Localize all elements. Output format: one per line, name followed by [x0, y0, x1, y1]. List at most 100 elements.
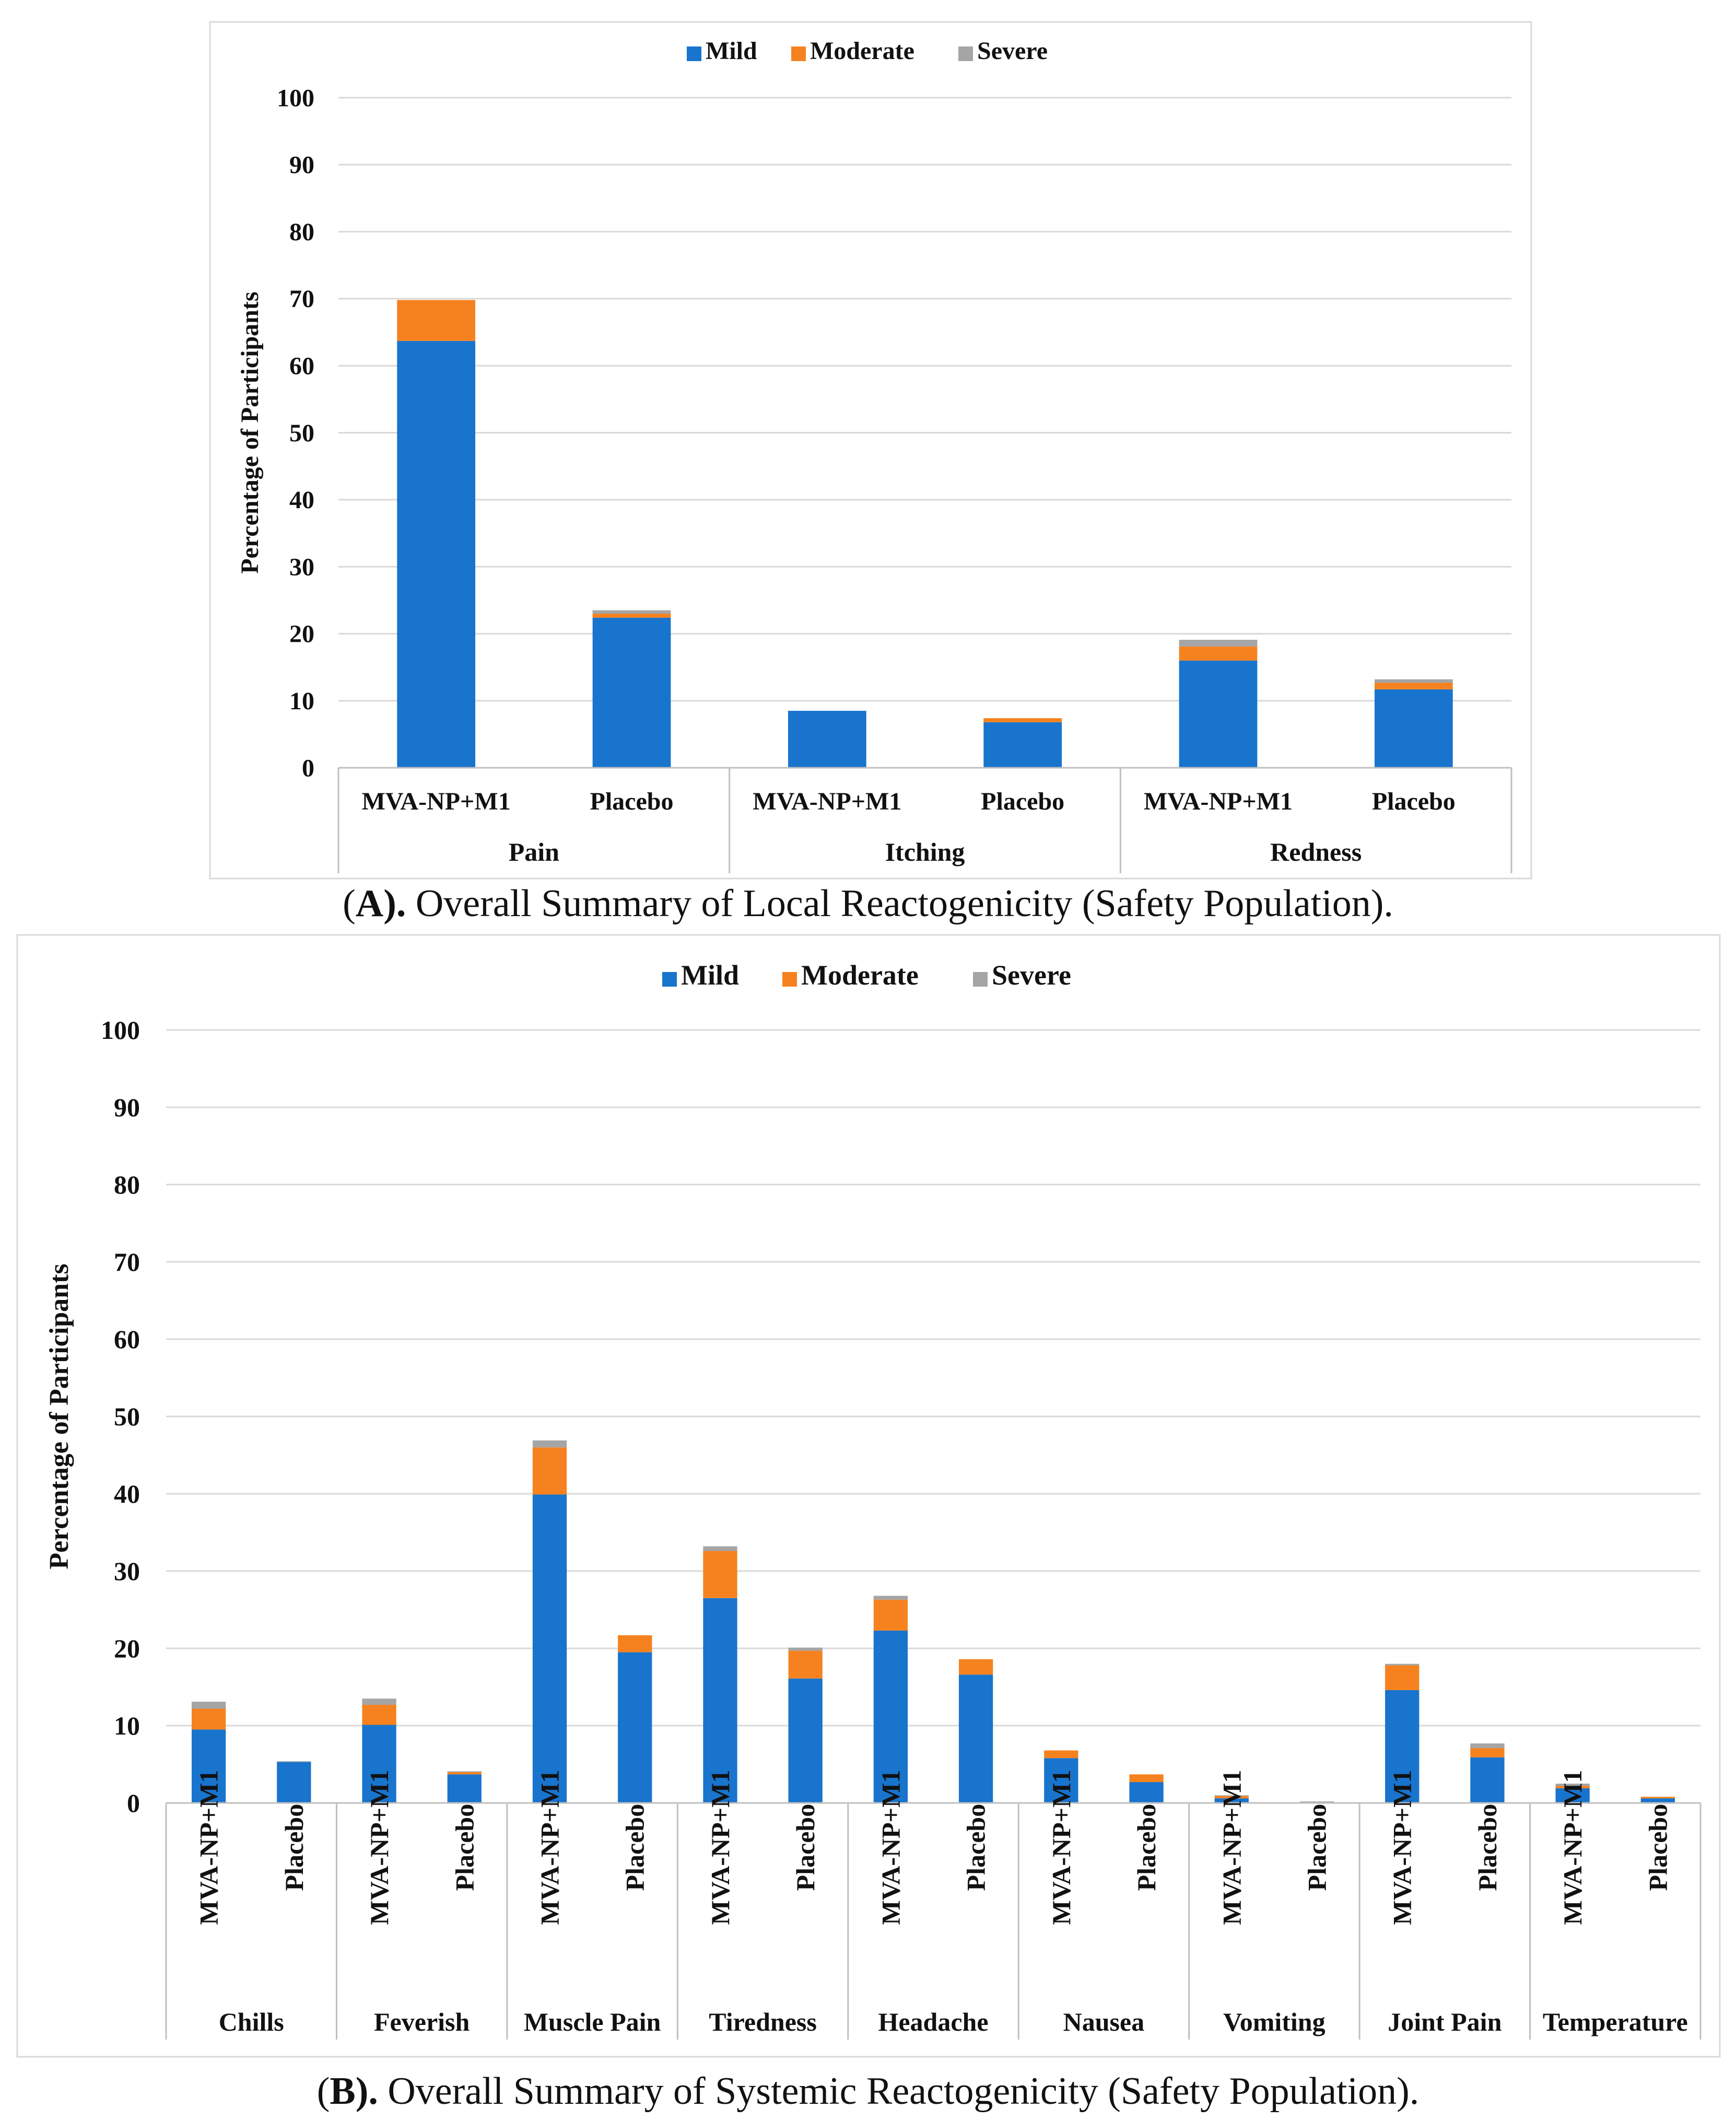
bar-mild-12	[1214, 1798, 1249, 1803]
bar-severe-16	[1555, 1784, 1590, 1786]
y-tick-label: 0	[127, 1788, 140, 1818]
legend-swatch-mild	[687, 46, 701, 61]
panel-b-frame	[16, 934, 1721, 2058]
y-tick-label: 60	[114, 1325, 140, 1354]
legend-label-severe: Severe	[992, 959, 1071, 991]
bar-severe-8	[873, 1596, 908, 1600]
y-tick-label: 30	[289, 553, 314, 581]
x-category-label: Placebo	[590, 788, 674, 815]
bar-mild-8	[873, 1630, 908, 1803]
x-category-label: MVA-NP+M1	[1144, 788, 1293, 815]
y-tick-label: 100	[277, 84, 314, 112]
bar-severe-15	[1470, 1743, 1505, 1748]
bar-mild-9	[958, 1674, 993, 1803]
x-category-label: MVA-NP+M1	[362, 788, 511, 815]
x-category-label: MVA-NP+M1	[535, 1770, 565, 1925]
x-category-label: MVA-NP+M1	[1047, 1770, 1076, 1925]
legend-swatch-severe	[973, 972, 988, 987]
bar-severe-3	[447, 1771, 482, 1772]
y-tick-label: 90	[114, 1093, 140, 1122]
bar-mild-2	[788, 710, 866, 768]
bar-moderate-4	[532, 1447, 567, 1495]
legend-label-severe: Severe	[977, 37, 1048, 65]
y-tick-label: 40	[289, 486, 314, 514]
bar-mild-0	[191, 1729, 226, 1803]
x-category-label: Placebo	[450, 1804, 479, 1891]
x-category-label: MVA-NP+M1	[706, 1770, 735, 1925]
bar-moderate-3	[983, 718, 1062, 722]
x-group-label: Joint Pain	[1388, 2007, 1502, 2036]
bar-mild-5	[1374, 689, 1453, 768]
bar-moderate-0	[191, 1708, 226, 1730]
bar-moderate-0	[397, 300, 476, 341]
bar-moderate-2	[362, 1705, 396, 1725]
panel-a-y-axis-label: Percentage of Participants	[236, 291, 264, 573]
bar-mild-0	[397, 341, 476, 768]
x-category-label: Placebo	[961, 1804, 991, 1891]
x-group-label: Headache	[878, 2007, 988, 2036]
legend-swatch-moderate	[791, 46, 806, 61]
x-category-label: MVA-NP+M1	[194, 1770, 224, 1925]
legend-swatch-moderate	[782, 972, 797, 987]
legend-swatch-severe	[958, 46, 973, 61]
x-category-label: Placebo	[1643, 1804, 1672, 1891]
bar-mild-14	[1385, 1690, 1420, 1803]
x-category-label: MVA-NP+M1	[1558, 1770, 1587, 1925]
bar-severe-12	[1214, 1795, 1249, 1796]
bar-mild-4	[532, 1494, 567, 1803]
bar-moderate-11	[1129, 1774, 1164, 1783]
bar-mild-3	[983, 722, 1062, 768]
legend-label-mild: Mild	[681, 959, 739, 991]
x-category-label: Placebo	[1132, 1804, 1161, 1891]
y-tick-label: 20	[114, 1634, 140, 1663]
panel-a-caption-text: Overall Summary of Local Reactogenicity …	[406, 882, 1393, 925]
x-category-label: MVA-NP+M1	[1388, 1770, 1417, 1925]
legend-swatch-mild	[662, 972, 677, 987]
x-group-label: Vomiting	[1223, 2007, 1325, 2036]
y-tick-label: 0	[302, 754, 314, 782]
bar-moderate-5	[1374, 683, 1453, 689]
bar-mild-10	[1044, 1758, 1078, 1803]
panel-b-y-tick-labels: 0 10 20 30 40 50 60 70 80 90 100	[101, 1015, 140, 1818]
legend-label-moderate: Moderate	[810, 37, 914, 65]
bar-severe-1	[277, 1761, 311, 1762]
y-tick-label: 10	[114, 1711, 140, 1740]
panel-b-caption: (B). Overall Summary of Systemic Reactog…	[316, 2070, 1420, 2113]
x-group-label: Tiredness	[709, 2007, 817, 2036]
bar-severe-7	[788, 1647, 823, 1651]
bar-moderate-10	[1044, 1750, 1078, 1759]
x-category-label: MVA-NP+M1	[753, 788, 901, 815]
y-tick-label: 10	[289, 687, 314, 715]
bar-mild-6	[703, 1598, 737, 1803]
bar-moderate-16	[1555, 1786, 1590, 1788]
x-category-label: MVA-NP+M1	[1217, 1770, 1246, 1925]
bar-severe-0	[191, 1702, 226, 1709]
panel-a-caption-letter: A	[355, 882, 384, 925]
bar-moderate-7	[788, 1650, 823, 1679]
panel-b-caption-text: Overall Summary of Systemic Reactogenici…	[378, 2070, 1420, 2113]
x-group-label: Pain	[509, 837, 559, 866]
y-tick-label: 70	[289, 285, 314, 313]
panel-b-caption-close: ).	[355, 2070, 378, 2113]
y-tick-label: 20	[289, 620, 314, 648]
x-group-label: Muscle Pain	[524, 2007, 661, 2036]
x-group-label: Itching	[885, 837, 965, 866]
bar-mild-5	[618, 1652, 652, 1803]
x-category-label: Placebo	[279, 1804, 309, 1891]
y-tick-label: 80	[289, 218, 314, 246]
x-group-label: Temperature	[1543, 2007, 1688, 2036]
x-category-label: Placebo	[1473, 1804, 1502, 1891]
panel-b-y-axis-label: Percentage of Participants	[44, 1263, 74, 1569]
bar-moderate-17	[1640, 1797, 1675, 1799]
x-category-label: Placebo	[1303, 1804, 1332, 1891]
y-tick-label: 30	[114, 1556, 140, 1586]
bar-severe-5	[1374, 679, 1453, 683]
x-group-label: Redness	[1270, 837, 1362, 866]
bar-moderate-9	[958, 1659, 993, 1675]
y-tick-label: 40	[114, 1479, 140, 1508]
x-group-label: Chills	[219, 2007, 284, 2036]
y-tick-label: 50	[114, 1402, 140, 1431]
bar-mild-16	[1555, 1788, 1590, 1803]
